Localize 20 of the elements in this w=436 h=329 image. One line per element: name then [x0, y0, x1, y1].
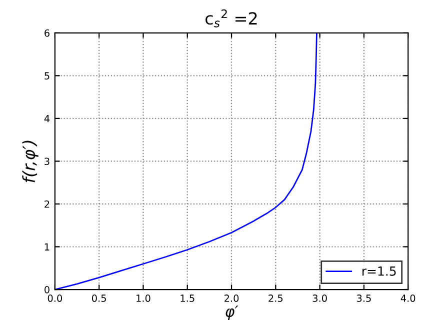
x-tick-label: 0.5	[92, 294, 106, 302]
y-tick-label: 5	[44, 72, 50, 80]
x-tick-label: 1.0	[136, 294, 150, 302]
y-tick-label: 4	[44, 115, 50, 122]
y-tick-label: 2	[44, 200, 50, 208]
y-tick-label: 1	[44, 243, 50, 250]
y-axis-title: f(r,φ′)	[22, 140, 38, 182]
legend-label: r=1.5	[362, 266, 396, 276]
y-tick-label: 6	[44, 29, 50, 37]
x-tick-label: 2.0	[224, 294, 239, 302]
x-axis-title: φ′	[226, 306, 238, 320]
x-tick-label: 2.5	[268, 294, 283, 302]
x-tick-label: 3.5	[356, 294, 371, 302]
x-tick-label: 4.0	[400, 294, 416, 302]
x-tick-label: 3.0	[312, 294, 327, 302]
y-tick-label: 0	[44, 286, 50, 294]
chart-title: c$_{s}$$^{2}$ =2	[206, 9, 257, 28]
y-tick-label: 3	[44, 158, 50, 166]
x-tick-label: 0.0	[48, 294, 62, 302]
x-tick-label: 1.5	[180, 294, 194, 302]
